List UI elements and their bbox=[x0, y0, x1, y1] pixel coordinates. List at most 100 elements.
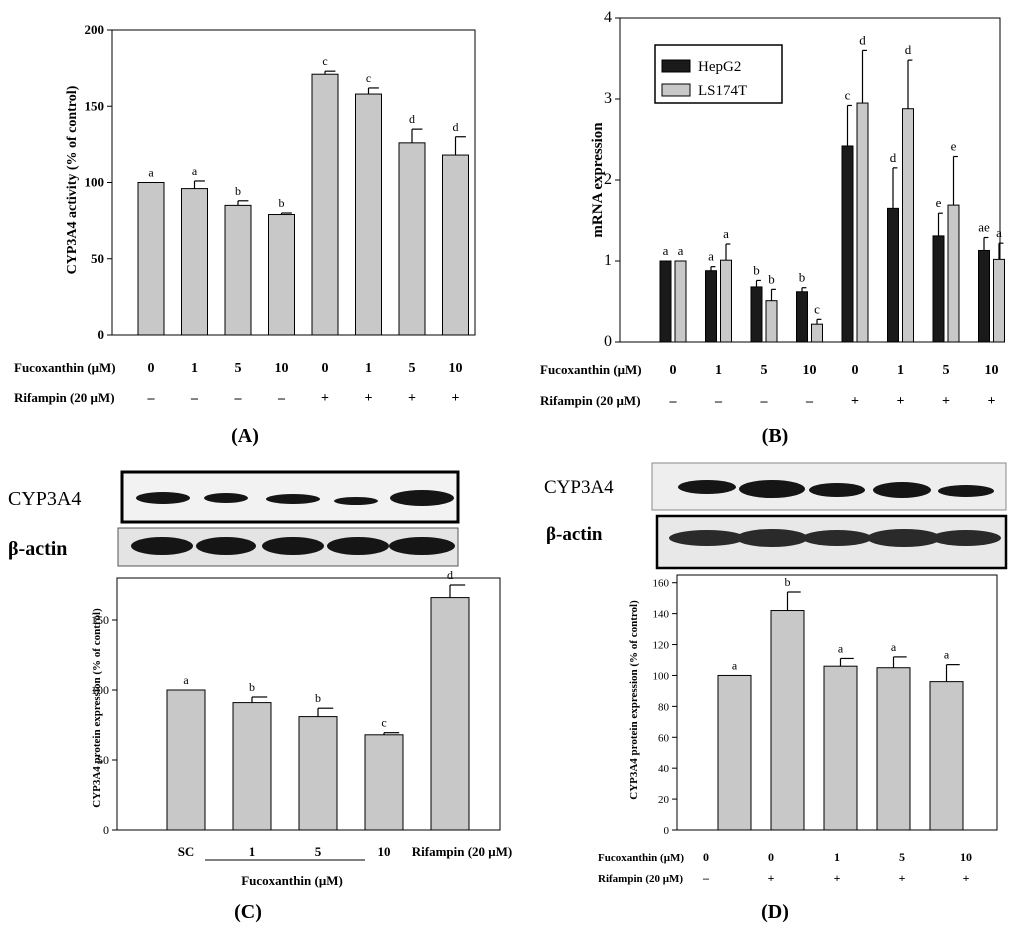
panel-b-ls174t-significance-letter: d bbox=[905, 42, 912, 57]
panel-d-row1-value: 1 bbox=[834, 850, 840, 864]
panel-a-row2-value: + bbox=[408, 391, 416, 406]
panel-d-ytick-label: 60 bbox=[658, 732, 670, 744]
panel-b-row1-value: 10 bbox=[803, 363, 817, 378]
panel-b-ls174t-bar bbox=[674, 260, 687, 343]
panel-c-ytick-label: 100 bbox=[91, 683, 109, 697]
panel-a-bar bbox=[181, 188, 208, 336]
legend-swatch-ls174t bbox=[661, 83, 691, 97]
band-d-cyp3a4-3 bbox=[809, 483, 865, 497]
panel-a-ylabel: CYP3A4 activity (% of control) bbox=[65, 85, 80, 274]
panel-a-ytick-label: 100 bbox=[85, 175, 105, 190]
panel-a-ytick-label: 50 bbox=[91, 251, 104, 266]
panel-b-ytick-label: 0 bbox=[604, 333, 612, 350]
band-d-cyp3a4-5 bbox=[938, 485, 994, 497]
panel-b-ls174t-bar bbox=[902, 108, 914, 343]
band-actin-1 bbox=[131, 537, 193, 555]
panel-d-row2-value: + bbox=[899, 871, 906, 885]
band-d-cyp3a4-4 bbox=[873, 482, 931, 498]
panel-b-ls174t-significance-letter: a bbox=[678, 243, 684, 258]
panel-b-hepg2-bar bbox=[705, 270, 717, 343]
panel-a-bar bbox=[398, 142, 426, 336]
panel-a-row2-value: – bbox=[190, 391, 199, 406]
panel-b-ls174t-bar bbox=[811, 323, 823, 343]
panel-a-row1-value: 1 bbox=[191, 361, 198, 376]
panel-d-significance-letter: a bbox=[838, 641, 844, 655]
panel-a-ytick-label: 150 bbox=[85, 98, 105, 113]
panel-b-row2-value: + bbox=[942, 394, 950, 409]
panel-d-row2-value: + bbox=[768, 871, 775, 885]
panel-c-x-category: 1 bbox=[249, 844, 256, 859]
panel-b-row2-value: – bbox=[714, 394, 723, 409]
panel-d-row1-value: 10 bbox=[960, 850, 972, 864]
panel-b-ls174t-bar bbox=[993, 258, 1005, 343]
panel-b-row2-value: + bbox=[851, 394, 859, 409]
panel-a-bar bbox=[224, 204, 252, 336]
panel-b-row2-label: Rifampin (20 μM) bbox=[540, 393, 641, 408]
panel-a-row2-value: – bbox=[277, 391, 286, 406]
panel-b-ls174t-significance-letter: b bbox=[768, 271, 775, 286]
panel-d-row1-label: Fucoxanthin (μM) bbox=[598, 852, 684, 864]
panel-b-hepg2-bar bbox=[796, 291, 808, 343]
panel-c-bar bbox=[364, 734, 404, 831]
blot-label-cyp3a4-d: CYP3A4 bbox=[544, 477, 614, 498]
panel-c-bar bbox=[298, 716, 338, 831]
panel-d-row2-value: + bbox=[963, 871, 970, 885]
panel-b-hepg2-significance-letter: e bbox=[936, 195, 942, 210]
panel-d-significance-letter: b bbox=[785, 575, 791, 589]
panel-b-row1-value: 1 bbox=[897, 363, 904, 378]
band-d-actin-2 bbox=[736, 529, 808, 547]
panel-a-significance-letter: a bbox=[192, 164, 198, 178]
legend-label-hepg2: HepG2 bbox=[698, 59, 741, 75]
blot-label-actin-c: β-actin bbox=[8, 538, 67, 560]
panel-b-row1-value: 5 bbox=[943, 363, 950, 378]
panel-b-row2-value: + bbox=[988, 394, 996, 409]
band-cyp3a4-4 bbox=[334, 497, 378, 505]
panel-a-ytick-label: 0 bbox=[98, 327, 105, 342]
band-cyp3a4-3 bbox=[266, 494, 320, 504]
panel-d-blot: CYP3A4 β-actin bbox=[544, 462, 1008, 570]
panel-b-ytick-label: 3 bbox=[604, 90, 612, 107]
panel-d-significance-letter: a bbox=[891, 640, 897, 654]
panel-b-hepg2-significance-letter: b bbox=[799, 270, 806, 285]
panel-b-ytick-label: 2 bbox=[604, 171, 612, 188]
band-actin-2 bbox=[196, 537, 256, 555]
panel-b-row1-label: Fucoxanthin (μM) bbox=[540, 362, 642, 377]
panel-a-row2-value: + bbox=[321, 391, 329, 406]
panel-b-hepg2-bar bbox=[887, 207, 899, 343]
panel-a-bar bbox=[355, 93, 382, 336]
panel-b-ls174t-significance-letter: a bbox=[723, 226, 729, 241]
panel-d-row1-value: 0 bbox=[703, 850, 709, 864]
panel-a-row1-value: 5 bbox=[235, 361, 242, 376]
panel-b-legend: HepG2 LS174T bbox=[654, 44, 783, 104]
panel-b-hepg2-bar bbox=[841, 145, 854, 343]
legend-swatch-hepg2 bbox=[661, 59, 691, 73]
panel-a-bar bbox=[311, 73, 339, 336]
panel-label-a: (A) bbox=[231, 425, 259, 447]
panel-d-ytick-label: 140 bbox=[653, 609, 670, 621]
panel-c-x-category: SC bbox=[178, 844, 195, 859]
panel-c-significance-letter: a bbox=[183, 673, 189, 687]
panel-a-significance-letter: d bbox=[453, 120, 459, 134]
panel-b-ytick-label: 1 bbox=[604, 252, 612, 269]
panel-b-hepg2-significance-letter: ae bbox=[978, 220, 990, 235]
band-actin-5 bbox=[389, 537, 455, 555]
panel-b-row2-value: – bbox=[805, 394, 814, 409]
band-d-actin-5 bbox=[931, 530, 1001, 546]
panel-a-significance-letter: c bbox=[366, 71, 371, 85]
panel-c-significance-letter: b bbox=[315, 691, 321, 705]
panel-a-row2-value: – bbox=[147, 391, 156, 406]
panel-c-ytick-label: 150 bbox=[91, 613, 109, 627]
band-d-cyp3a4-2 bbox=[739, 480, 805, 498]
panel-d-significance-letter: a bbox=[732, 658, 738, 672]
panel-b-ls174t-bar bbox=[765, 300, 778, 343]
panel-a-row2-value: + bbox=[452, 391, 460, 406]
panel-b-hepg2-bar bbox=[750, 286, 763, 343]
panel-c-group-label: Fucoxanthin (μM) bbox=[241, 873, 343, 888]
band-d-cyp3a4-1 bbox=[678, 480, 736, 494]
panel-b-ls174t-bar bbox=[720, 259, 732, 343]
panel-b-ls174t-significance-letter: a bbox=[996, 225, 1002, 240]
panel-d-ytick-label: 160 bbox=[653, 578, 670, 590]
band-d-actin-1 bbox=[669, 530, 745, 546]
panel-c-ytick-label: 50 bbox=[97, 753, 109, 767]
panel-b-hepg2-significance-letter: b bbox=[753, 262, 760, 277]
